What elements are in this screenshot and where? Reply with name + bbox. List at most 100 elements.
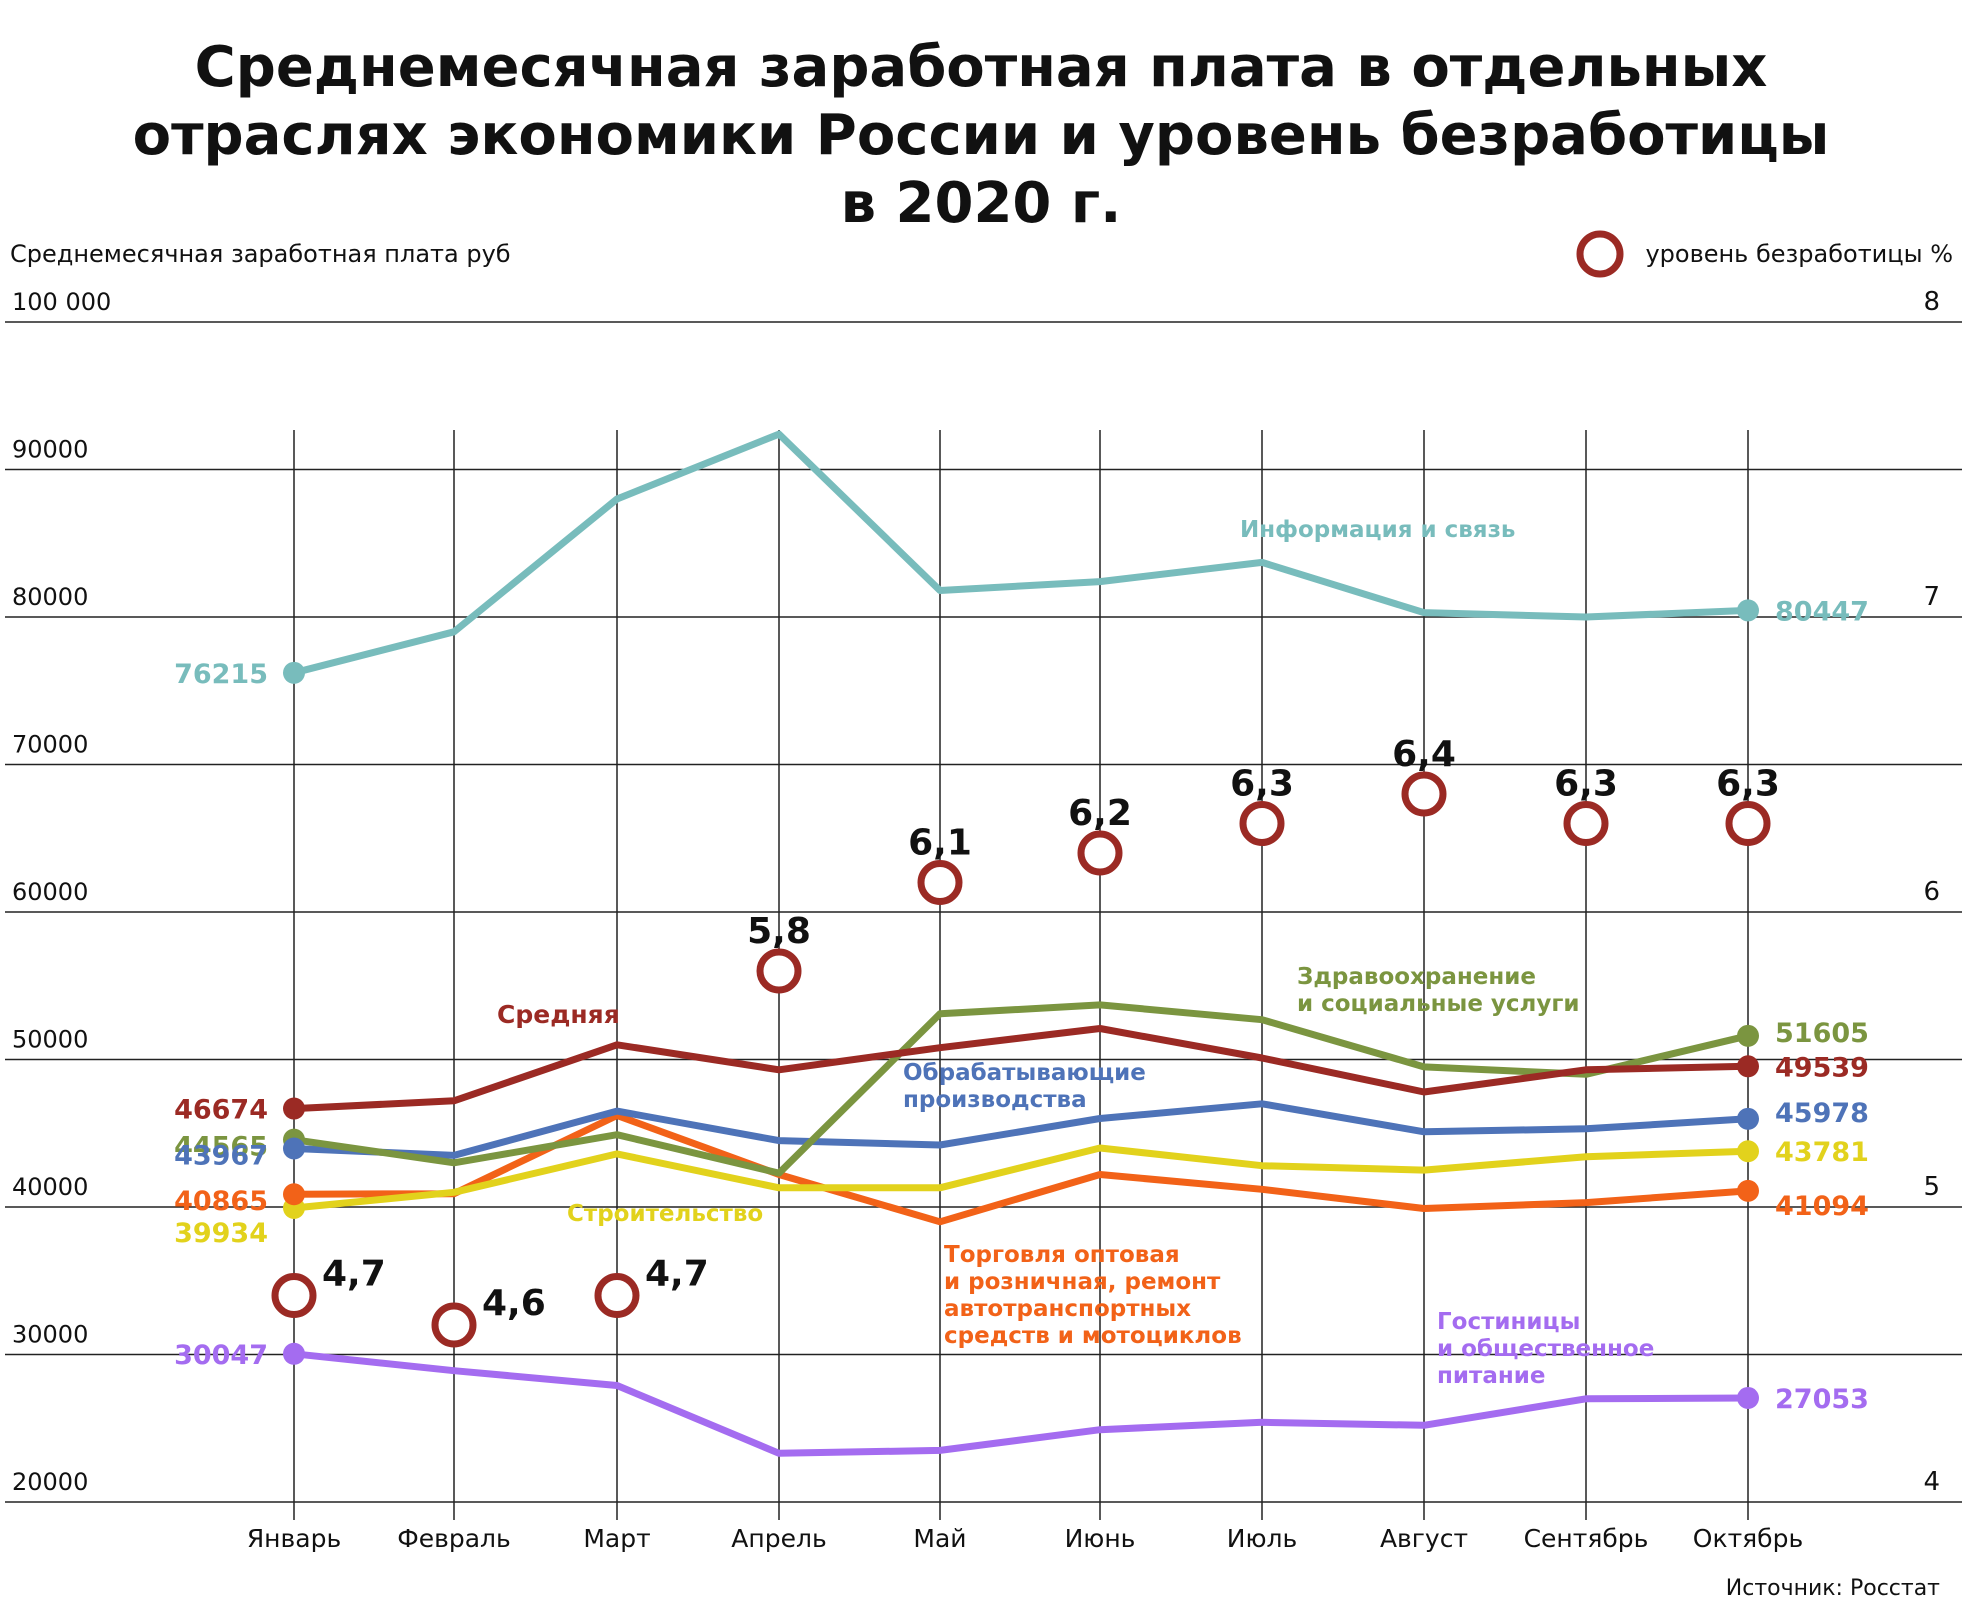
unemployment-marker xyxy=(1239,801,1285,846)
x-tick-label: Март xyxy=(583,1524,650,1553)
series-start-value: 30047 xyxy=(174,1340,268,1371)
chart-title-line-2: отраслях экономики России и уровень безр… xyxy=(132,103,1830,168)
series-name-hotels-line-1: Гостиницы xyxy=(1437,1309,1580,1335)
series-name-avg: Средняя xyxy=(497,1000,620,1029)
unemployment-marker xyxy=(1401,771,1447,817)
series-name-trade-line-2: и розничная, ремонт xyxy=(944,1269,1221,1295)
chart-title-line-3: в 2020 г. xyxy=(840,171,1122,236)
x-tick-label: Май xyxy=(913,1524,966,1553)
series-name-manuf-line-1: Обрабатывающие xyxy=(903,1060,1146,1086)
series-name-info: Информация и связь xyxy=(1240,517,1515,543)
series-line xyxy=(290,1025,1752,1113)
unemployment-value-label: 6,1 xyxy=(908,823,972,864)
y2-tick-label: 4 xyxy=(1923,1467,1940,1497)
series-end-dot xyxy=(1737,1024,1759,1047)
chart-title-line-1: Среднемесячная заработная плата в отдель… xyxy=(194,35,1768,100)
y-tick-label: 40000 xyxy=(12,1173,88,1201)
series-name-trade-line-3: автотранспортных xyxy=(944,1296,1191,1322)
series-line xyxy=(290,1100,1752,1159)
series-line xyxy=(290,1112,1752,1226)
series-start-dot xyxy=(283,1342,305,1365)
unemployment-value-label: 6,3 xyxy=(1554,764,1618,805)
y2-tick-label: 5 xyxy=(1923,1172,1940,1202)
x-tick-label: Август xyxy=(1380,1524,1468,1553)
x-tick-label: Сентябрь xyxy=(1524,1524,1649,1553)
series-line xyxy=(290,430,1752,677)
series-end-dot xyxy=(1737,1386,1759,1409)
y-tick-label: 100 000 xyxy=(12,288,111,316)
series-end-value: 45978 xyxy=(1775,1098,1869,1129)
series-start-value: 76215 xyxy=(174,659,268,690)
series-start-dot xyxy=(283,1137,305,1160)
x-tick-label: Январь xyxy=(247,1524,341,1553)
x-tick-label: Апрель xyxy=(731,1524,826,1553)
x-tick-label: Июль xyxy=(1227,1524,1297,1553)
unemployment-marker xyxy=(1563,801,1609,846)
series-end-dot xyxy=(1737,1055,1759,1078)
unemployment-markers: 4,7 4,6 4,7 5,8 6,1 6,2 6,3 6,4 6,3 6,3 xyxy=(271,734,1780,1348)
series-end-value: 49539 xyxy=(1775,1052,1869,1083)
series-end-dot xyxy=(1737,1107,1759,1130)
unemployment-value-label: 6,3 xyxy=(1230,764,1294,805)
unemployment-marker xyxy=(594,1273,640,1318)
unemployment-value-label: 6,4 xyxy=(1392,734,1456,775)
source-note: Источник: Росстат xyxy=(1726,1576,1940,1601)
unemployment-value-label: 4,7 xyxy=(322,1254,386,1295)
series-start-value: 43967 xyxy=(174,1140,268,1171)
y-tick-label: 50000 xyxy=(12,1026,88,1054)
y2-tick-label: 6 xyxy=(1923,877,1940,907)
series-name-health-line-1: Здравоохранение xyxy=(1297,964,1536,990)
series-end-value: 51605 xyxy=(1775,1018,1869,1049)
unemployment-value-label: 4,7 xyxy=(645,1254,709,1295)
y-tick-label: 30000 xyxy=(12,1321,88,1349)
x-tick-label: Февраль xyxy=(397,1524,511,1553)
y2-tick-label: 8 xyxy=(1923,287,1940,317)
axes-text: Среднемесячная заработная плата руб уров… xyxy=(10,230,1953,1601)
series-start-dot xyxy=(283,1183,305,1206)
series-end-dot xyxy=(1737,1179,1759,1202)
unemployment-marker xyxy=(1077,830,1123,876)
unemployment-marker xyxy=(271,1273,317,1318)
series-name-manuf-line-2: производства xyxy=(903,1087,1087,1113)
series-start-dot xyxy=(283,661,305,684)
chart-title: Среднемесячная заработная плата в отдель… xyxy=(0,34,1962,238)
series-start-dot xyxy=(283,1097,305,1120)
series-lines: 76215 80447 44565 51605 46674 49539 43967 45978… xyxy=(174,430,1869,1457)
series-end-dot xyxy=(1737,599,1759,622)
unemployment-value-label: 4,6 xyxy=(482,1283,546,1324)
y-tick-label: 80000 xyxy=(12,583,88,611)
unemployment-marker xyxy=(431,1302,477,1348)
series-name-hotels-line-2: и общественное xyxy=(1437,1336,1654,1362)
series-end-value: 27053 xyxy=(1775,1384,1869,1415)
series-end-dot xyxy=(1737,1140,1759,1163)
series-start-value: 40865 xyxy=(174,1186,268,1217)
y2-tick-label: 7 xyxy=(1923,582,1940,612)
unemployment-value-label: 6,3 xyxy=(1716,764,1780,805)
series-name-constr: Строительство xyxy=(567,1201,763,1227)
series-name-health-line-2: и социальные услуги xyxy=(1297,991,1580,1017)
series-end-value: 41094 xyxy=(1775,1191,1869,1222)
x-tick-label: Июнь xyxy=(1065,1524,1136,1553)
series-line xyxy=(290,1144,1752,1212)
x-tick-label: Октябрь xyxy=(1693,1524,1803,1553)
legend-unemployment-marker xyxy=(1576,230,1624,278)
unemployment-marker xyxy=(917,860,963,905)
series-start-value: 46674 xyxy=(174,1095,268,1126)
unemployment-value-label: 6,2 xyxy=(1068,793,1132,834)
series-name-hotels-line-3: питание xyxy=(1437,1363,1545,1389)
series-name-trade-line-1: Торговля оптовая xyxy=(944,1242,1180,1268)
series-start-value: 39934 xyxy=(174,1218,268,1249)
unemployment-marker xyxy=(1725,801,1771,846)
series-name-labels: Информация и связь Здравоохранение и соц… xyxy=(497,517,1654,1389)
series-name-trade-line-4: средств и мотоциклов xyxy=(944,1323,1242,1349)
y-tick-label: 90000 xyxy=(12,436,88,464)
series-line xyxy=(290,1001,1752,1177)
y-tick-label: 60000 xyxy=(12,878,88,906)
series-end-value: 80447 xyxy=(1775,596,1869,627)
series-end-value: 43781 xyxy=(1775,1137,1869,1168)
series-line xyxy=(290,1350,1752,1457)
legend-unemployment-label: уровень безработицы % xyxy=(1645,240,1953,268)
y-axis-label: Среднемесячная заработная плата руб xyxy=(10,240,511,268)
unemployment-value-label: 5,8 xyxy=(747,911,811,952)
